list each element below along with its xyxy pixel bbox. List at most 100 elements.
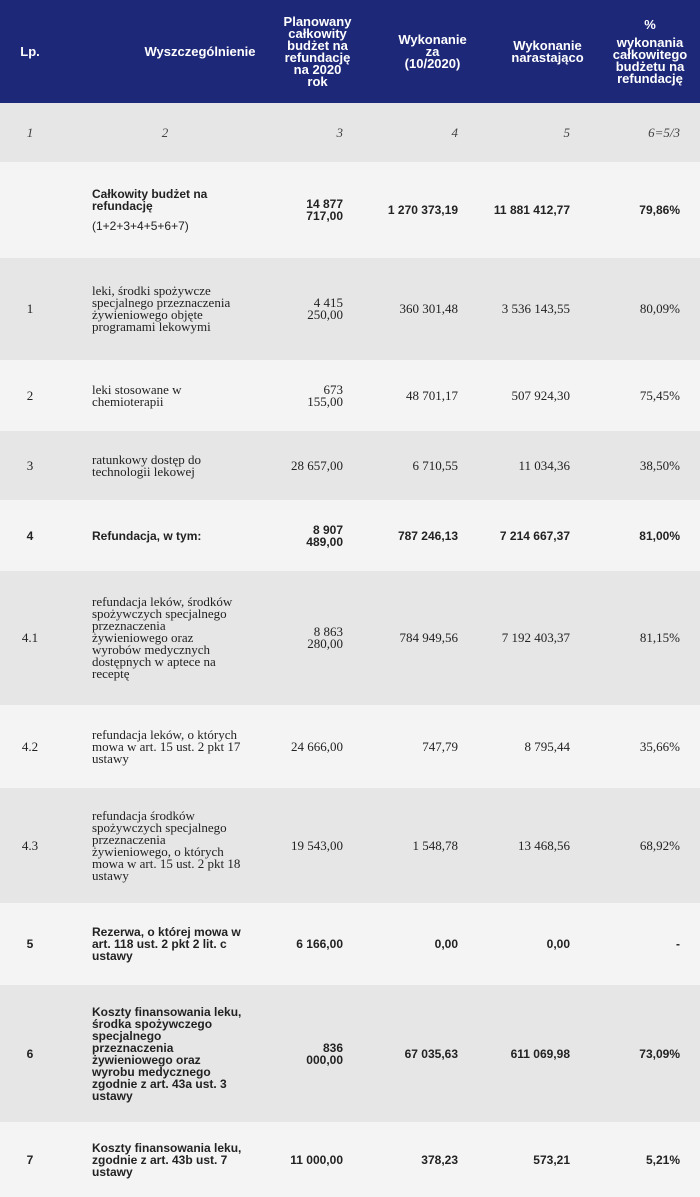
row-executed: 360 301,48 [350,258,459,360]
row-percent-text: 75,45% [639,387,680,403]
row-cumulative: 11 881 412,77 [470,162,570,258]
row-cumulative-text: 0,00 [546,937,570,951]
row-planned: 24 666,00 [255,705,343,788]
table-row: 5 Rezerwa, o której mowa w art. 118 ust. … [0,903,700,985]
row-cumulative: 611 069,98 [470,985,570,1122]
row-desc: refundacja środków spożywczych specjalne… [92,788,244,903]
row-planned: 836 000,00 [255,985,343,1122]
row-planned-text: 673 155,00 [307,381,343,409]
row-percent-text: 79,86% [639,203,680,217]
row-cumulative: 7 192 403,37 [470,571,570,705]
row-lp: 4 [26,528,34,543]
row-planned: 673 155,00 [255,360,343,431]
row-executed: 787 246,13 [350,500,458,571]
row-desc: ratunkowy dostęp do technologii lekowej [92,431,244,500]
header-row: Lp. Wyszczególnienie Planowany całkowity… [0,0,700,103]
row-cumulative-text: 573,21 [533,1152,570,1167]
row-cumulative-text: 11 034,36 [518,457,570,473]
row-desc-text: leki, środki spożywcze specjalnego przez… [92,283,231,334]
column-number: 1 [26,124,34,140]
row-planned: 28 657,00 [255,431,343,500]
row-percent: 80,09% [590,258,680,360]
row-planned-text: 11 000,00 [290,1152,343,1167]
row-percent: 81,00% [590,500,680,571]
row-executed-text: 0,00 [434,937,458,951]
row-lp: 4.3 [21,837,39,853]
row-percent: 5,21% [590,1122,680,1197]
row-lp: 5 [26,937,34,951]
row-percent-text: 35,66% [639,738,680,754]
row-desc-text: Refundacja, w tym: [92,528,202,543]
row-cumulative-text: 7 192 403,37 [501,630,570,645]
row-desc-text: refundacja leków, o których mowa w art. … [92,726,241,766]
table-row: 3 ratunkowy dostęp do technologii lekowej… [0,431,700,500]
row-desc: refundacja leków, środków spożywczych sp… [92,571,244,705]
header-executed: Wykonanie za (10/2020) [398,31,467,71]
row-cumulative-text: 8 795,44 [524,738,571,754]
row-percent-text: 5,21% [645,1152,680,1167]
row-percent: 75,45% [590,360,680,431]
column-number: 6=5/3 [648,124,680,140]
row-executed-text: 784 949,56 [399,630,459,645]
row-executed: 0,00 [350,903,458,985]
table-row: 2 leki stosowane w chemioterapii 673 155,0… [0,360,700,431]
row-planned: 8 863 280,00 [255,571,343,705]
header-percent: % wykonania całkowitego budżetu na refun… [613,0,687,103]
row-formula: (1+2+3+4+5+6+7) [92,219,189,233]
row-planned: 6 166,00 [255,903,343,985]
row-desc: Całkowity budżet na refundację (1+2+3+4+5… [92,162,244,258]
row-executed-text: 747,79 [422,738,458,754]
row-executed-text: 1 548,78 [412,837,459,853]
row-executed-text: 48 701,17 [406,387,458,403]
row-cumulative-text: 11 881 412,77 [493,203,570,217]
row-executed-text: 378,23 [421,1152,458,1167]
row-executed: 784 949,56 [350,571,459,705]
row-executed: 6 710,55 [350,431,459,500]
row-cumulative: 507 924,30 [470,360,571,431]
row-executed: 1 548,78 [350,788,459,903]
row-percent-text: 73,09% [639,1046,680,1061]
row-desc-text: Całkowity budżet na refundację [92,187,208,213]
row-cumulative-text: 3 536 143,55 [501,301,570,316]
row-desc-text: refundacja środków spożywczych specjalne… [92,807,241,883]
row-planned: 19 543,00 [255,788,343,903]
row-desc: Koszty finansowania leku, zgodnie z art.… [92,1122,244,1197]
row-desc: Koszty finansowania leku, środka spożywc… [92,985,244,1122]
row-lp: 7 [26,1152,34,1167]
row-planned-text: 4 415 250,00 [307,295,343,322]
row-planned: 8 907 489,00 [255,500,343,571]
row-percent-text: 38,50% [639,457,680,473]
row-percent: - [590,903,680,985]
row-desc-text: refundacja leków, środków spożywczych sp… [92,594,233,681]
row-executed: 67 035,63 [350,985,458,1122]
row-percent: 38,50% [590,431,680,500]
row-executed: 48 701,17 [350,360,458,431]
row-planned-text: 28 657,00 [291,457,343,473]
header-lp: Lp. [20,43,40,59]
row-desc-text: Koszty finansowania leku, zgodnie z art.… [92,1140,242,1179]
row-percent: 81,15% [590,571,680,705]
row-percent: 73,09% [590,985,680,1122]
row-desc: refundacja leków, o których mowa w art. … [92,705,244,788]
column-number: 2 [161,124,169,140]
row-lp: 6 [26,1046,34,1061]
column-number: 4 [451,124,459,140]
column-number: 5 [563,124,571,140]
row-planned-text: 24 666,00 [291,738,343,754]
row-desc: leki stosowane w chemioterapii [92,360,244,431]
row-cumulative: 573,21 [470,1122,570,1197]
table-row: 4.2 refundacja leków, o których mowa w ar… [0,705,700,788]
row-planned: 11 000,00 [255,1122,343,1197]
row-executed: 1 270 373,19 [350,162,458,258]
row-cumulative: 8 795,44 [470,705,571,788]
row-lp: 2 [26,387,34,403]
row-planned-text: 14 877 717,00 [306,197,343,223]
row-desc-text: ratunkowy dostęp do technologii lekowej [92,451,202,479]
row-cumulative: 13 468,56 [470,788,570,903]
header-planned: Planowany całkowity budżet na refundację… [283,13,352,89]
row-executed-text: 6 710,55 [412,457,459,473]
column-number: 3 [336,124,344,140]
row-percent: 79,86% [590,162,680,258]
table-row: 6 Koszty finansowania leku, środka spożyw… [0,985,700,1122]
row-executed-text: 787 246,13 [397,528,458,543]
